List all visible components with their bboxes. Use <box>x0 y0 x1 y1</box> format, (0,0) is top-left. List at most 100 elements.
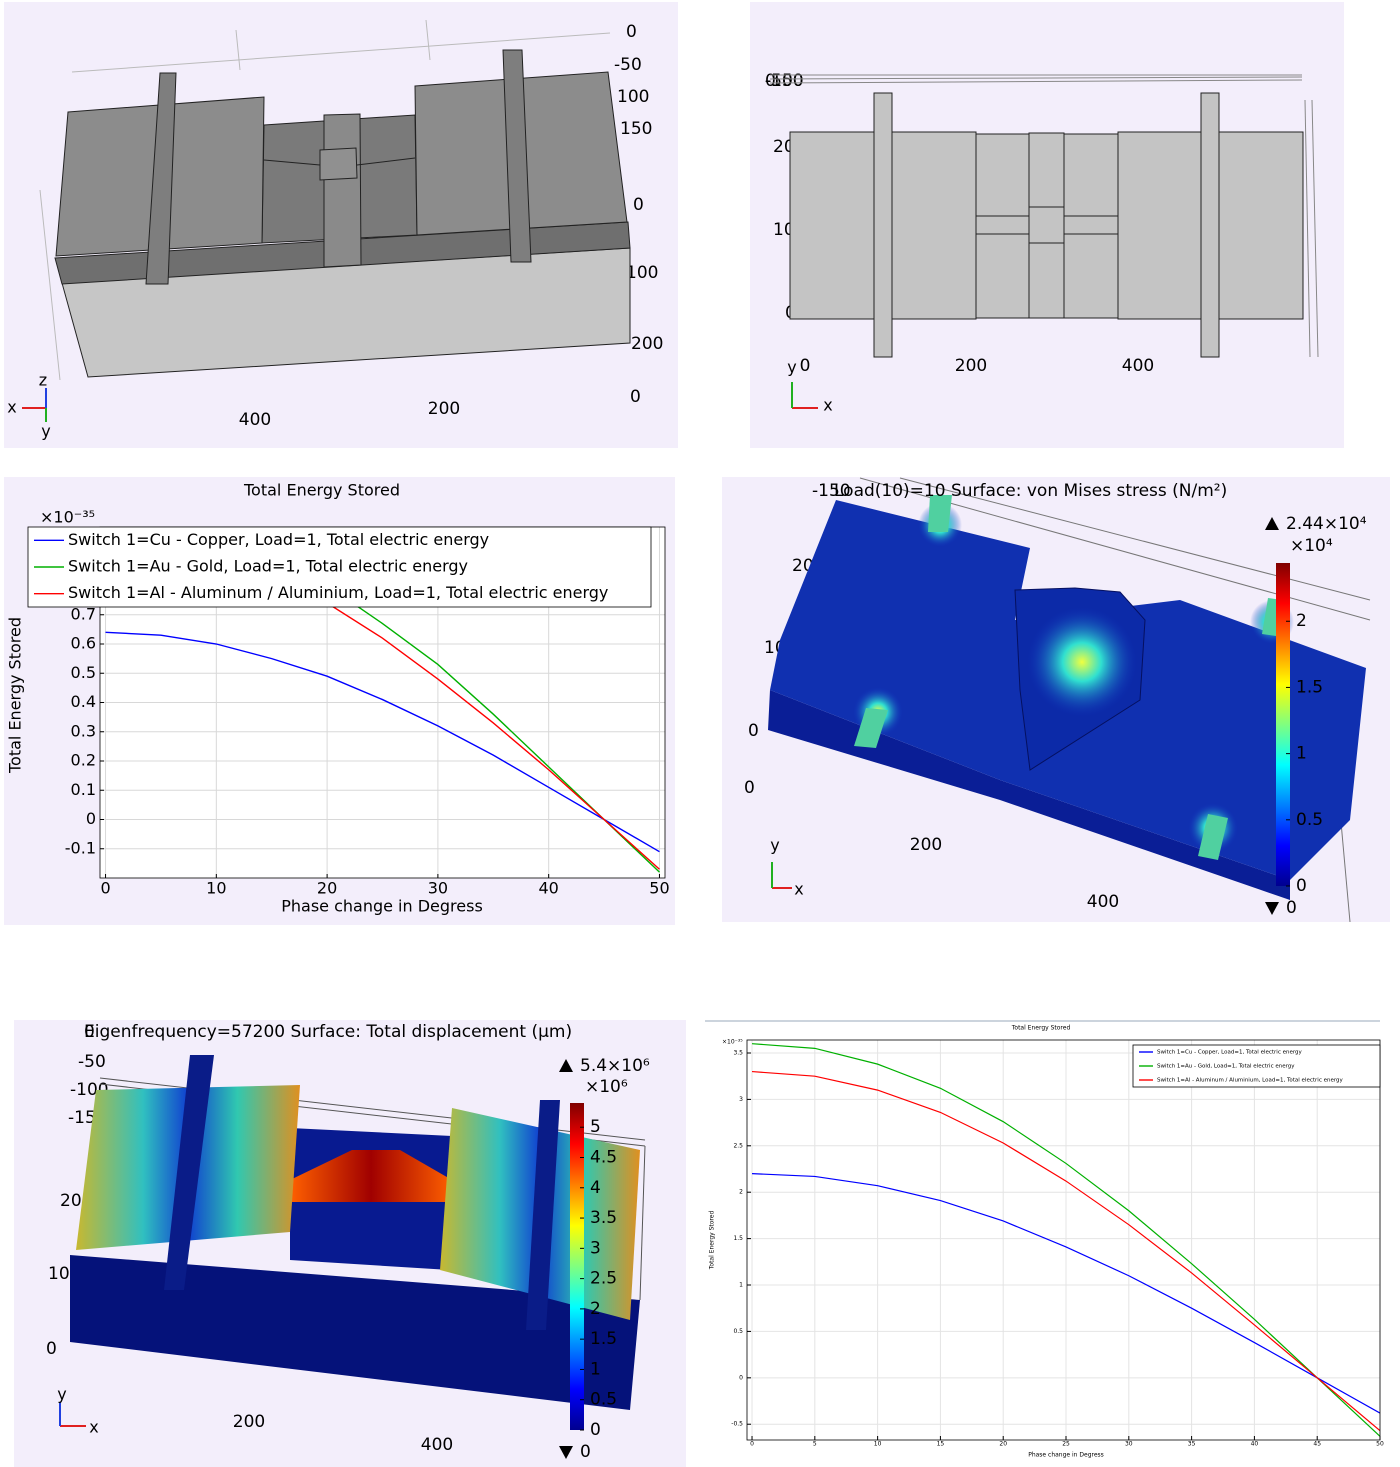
series-line <box>105 631 660 853</box>
axis-tick-label: -50 <box>614 55 642 75</box>
axis-tick-label: 0 <box>748 721 759 741</box>
y-tick-label: -0.1 <box>65 838 96 857</box>
surface-plot <box>768 477 1371 923</box>
y-tick-label: 1.5 <box>733 1235 743 1242</box>
series-line <box>751 1043 1380 1437</box>
axis-tick-label: -150 <box>812 481 851 501</box>
colorbar-tick-label: 1 <box>1296 744 1307 764</box>
axis-tick-label: 0 <box>630 387 641 407</box>
axis-tick-label: 0 <box>765 71 776 91</box>
x-tick-label: 30 <box>428 879 448 898</box>
colorbar-tick-label: 3.5 <box>590 1208 617 1228</box>
axis-letter: y <box>770 836 779 855</box>
max-marker <box>1265 517 1279 530</box>
colorbar-tick-label: 0.5 <box>1296 810 1323 830</box>
colorbar-tick-label: 0 <box>1296 876 1307 896</box>
legend-label: Switch 1=Au - Gold, Load=1, Total electr… <box>68 557 468 576</box>
colorbar-tick-label: 5 <box>590 1117 601 1137</box>
axis-tick-label: 400 <box>1087 892 1119 912</box>
axis-tick-label: 200 <box>631 334 663 354</box>
axis-tick-label: 100 <box>617 87 649 107</box>
x-tick-label: 45 <box>1313 1441 1321 1448</box>
x-tick-label: 50 <box>1376 1441 1384 1448</box>
legend-label: Switch 1=Al - Aluminum / Aluminium, Load… <box>1157 1078 1344 1084</box>
y-tick-label: 3 <box>739 1096 743 1103</box>
colorbar <box>570 1103 584 1430</box>
min-marker <box>559 1446 573 1459</box>
x-tick-label: 15 <box>937 1441 945 1448</box>
colorbar <box>1276 563 1290 886</box>
axis-tick-label: 200 <box>955 356 987 376</box>
colorbar-min: 0 <box>1286 898 1297 918</box>
axis-tick-label: 400 <box>421 1435 453 1455</box>
colorbar-tick-label: 4 <box>590 1178 601 1198</box>
axis-tick-label: 0 <box>84 1022 95 1042</box>
legend-label: Switch 1=Au - Gold, Load=1, Total electr… <box>1157 1064 1295 1070</box>
axis-tick-label: 100 <box>626 263 658 283</box>
min-marker <box>1265 902 1279 915</box>
y-tick-label: 3.5 <box>733 1049 743 1056</box>
surface-plot <box>59 1055 646 1427</box>
y-tick-label: 0.2 <box>71 751 96 770</box>
y-tick-label: 0.3 <box>71 721 96 740</box>
axis-tick-label: 400 <box>1122 356 1154 376</box>
y-tick-label: 0 <box>739 1374 743 1381</box>
plot-frame <box>746 1039 1381 1441</box>
x-tick-label: 10 <box>874 1441 882 1448</box>
y-tick-label: 0.1 <box>71 780 96 799</box>
axis-letter: y <box>41 422 50 441</box>
x-tick-label: 5 <box>813 1441 817 1448</box>
y-axis-label: Total Energy Stored <box>6 617 25 774</box>
axis-letter: x <box>7 398 16 417</box>
axis-tick-label: 200 <box>428 399 460 419</box>
axis-tick-label: 200 <box>910 835 942 855</box>
legend-box <box>1132 1044 1381 1088</box>
plot-title: Load(10)=10 Surface: von Mises stress (N… <box>834 481 1227 501</box>
colorbar-tick-label: 0 <box>590 1420 601 1440</box>
series-line <box>751 1173 1380 1414</box>
x-tick-label: 20 <box>999 1441 1007 1448</box>
y-tick-label: 2.5 <box>733 1142 743 1149</box>
colorbar-multiplier: ×10⁴ <box>1290 536 1333 556</box>
series-line <box>199 527 660 873</box>
x-tick-label: 40 <box>1251 1441 1259 1448</box>
y-tick-label: 0.6 <box>71 634 96 653</box>
colorbar-tick-label: 2.5 <box>590 1269 617 1289</box>
legend-label: Switch 1=Cu - Copper, Load=1, Total elec… <box>68 530 489 549</box>
axis-letter: y <box>57 1385 66 1404</box>
colorbar-multiplier: ×10⁶ <box>585 1077 628 1097</box>
x-tick-label: 0 <box>750 1441 754 1448</box>
x-tick-label: 30 <box>1125 1441 1133 1448</box>
y-tick-label: -0.5 <box>731 1421 743 1428</box>
axis-tick-label: 0 <box>46 1339 57 1359</box>
axis-multiplier: ×10⁻³⁵ <box>722 1039 743 1046</box>
labels: -50-100-150020010000200400 <box>765 71 1154 376</box>
colorbar-tick-label: 1.5 <box>590 1329 617 1349</box>
axis-tick-label: -50 <box>78 1052 106 1072</box>
plot-title: Eigenfrequency=57200 Surface: Total disp… <box>84 1022 572 1042</box>
axis-tick-label: 150 <box>620 119 652 139</box>
axis-tick-label: 0 <box>744 778 755 798</box>
x-tick-label: 20 <box>317 879 337 898</box>
axis-letter: x <box>794 880 803 899</box>
legend-label: Switch 1=Cu - Copper, Load=1, Total elec… <box>1157 1050 1303 1056</box>
colorbar-tick-label: 2 <box>1296 611 1307 631</box>
colorbar-tick-label: 1 <box>590 1359 601 1379</box>
colorbar-tick-label: 0.5 <box>590 1390 617 1410</box>
geometry-3d <box>22 19 631 422</box>
labels: 0 -50 100 150 0 100 200 0 400 200 <box>239 22 664 430</box>
x-tick-label: 10 <box>206 879 226 898</box>
series-line <box>751 1070 1380 1432</box>
y-tick-label: 0.5 <box>71 663 96 682</box>
colorbar-tick-label: 4.5 <box>590 1148 617 1168</box>
legend-label: Switch 1=Al - Aluminum / Aluminium, Load… <box>68 583 608 602</box>
y-tick-label: 0 <box>86 809 96 828</box>
axis-letter: x <box>823 396 832 415</box>
axis-tick-label: -150 <box>765 71 804 91</box>
x-tick-label: 25 <box>1062 1441 1070 1448</box>
colorbar-min: 0 <box>580 1442 591 1462</box>
colorbar-max: 5.4×10⁶ <box>580 1056 650 1076</box>
axis-tick-label: 0 <box>800 356 811 376</box>
